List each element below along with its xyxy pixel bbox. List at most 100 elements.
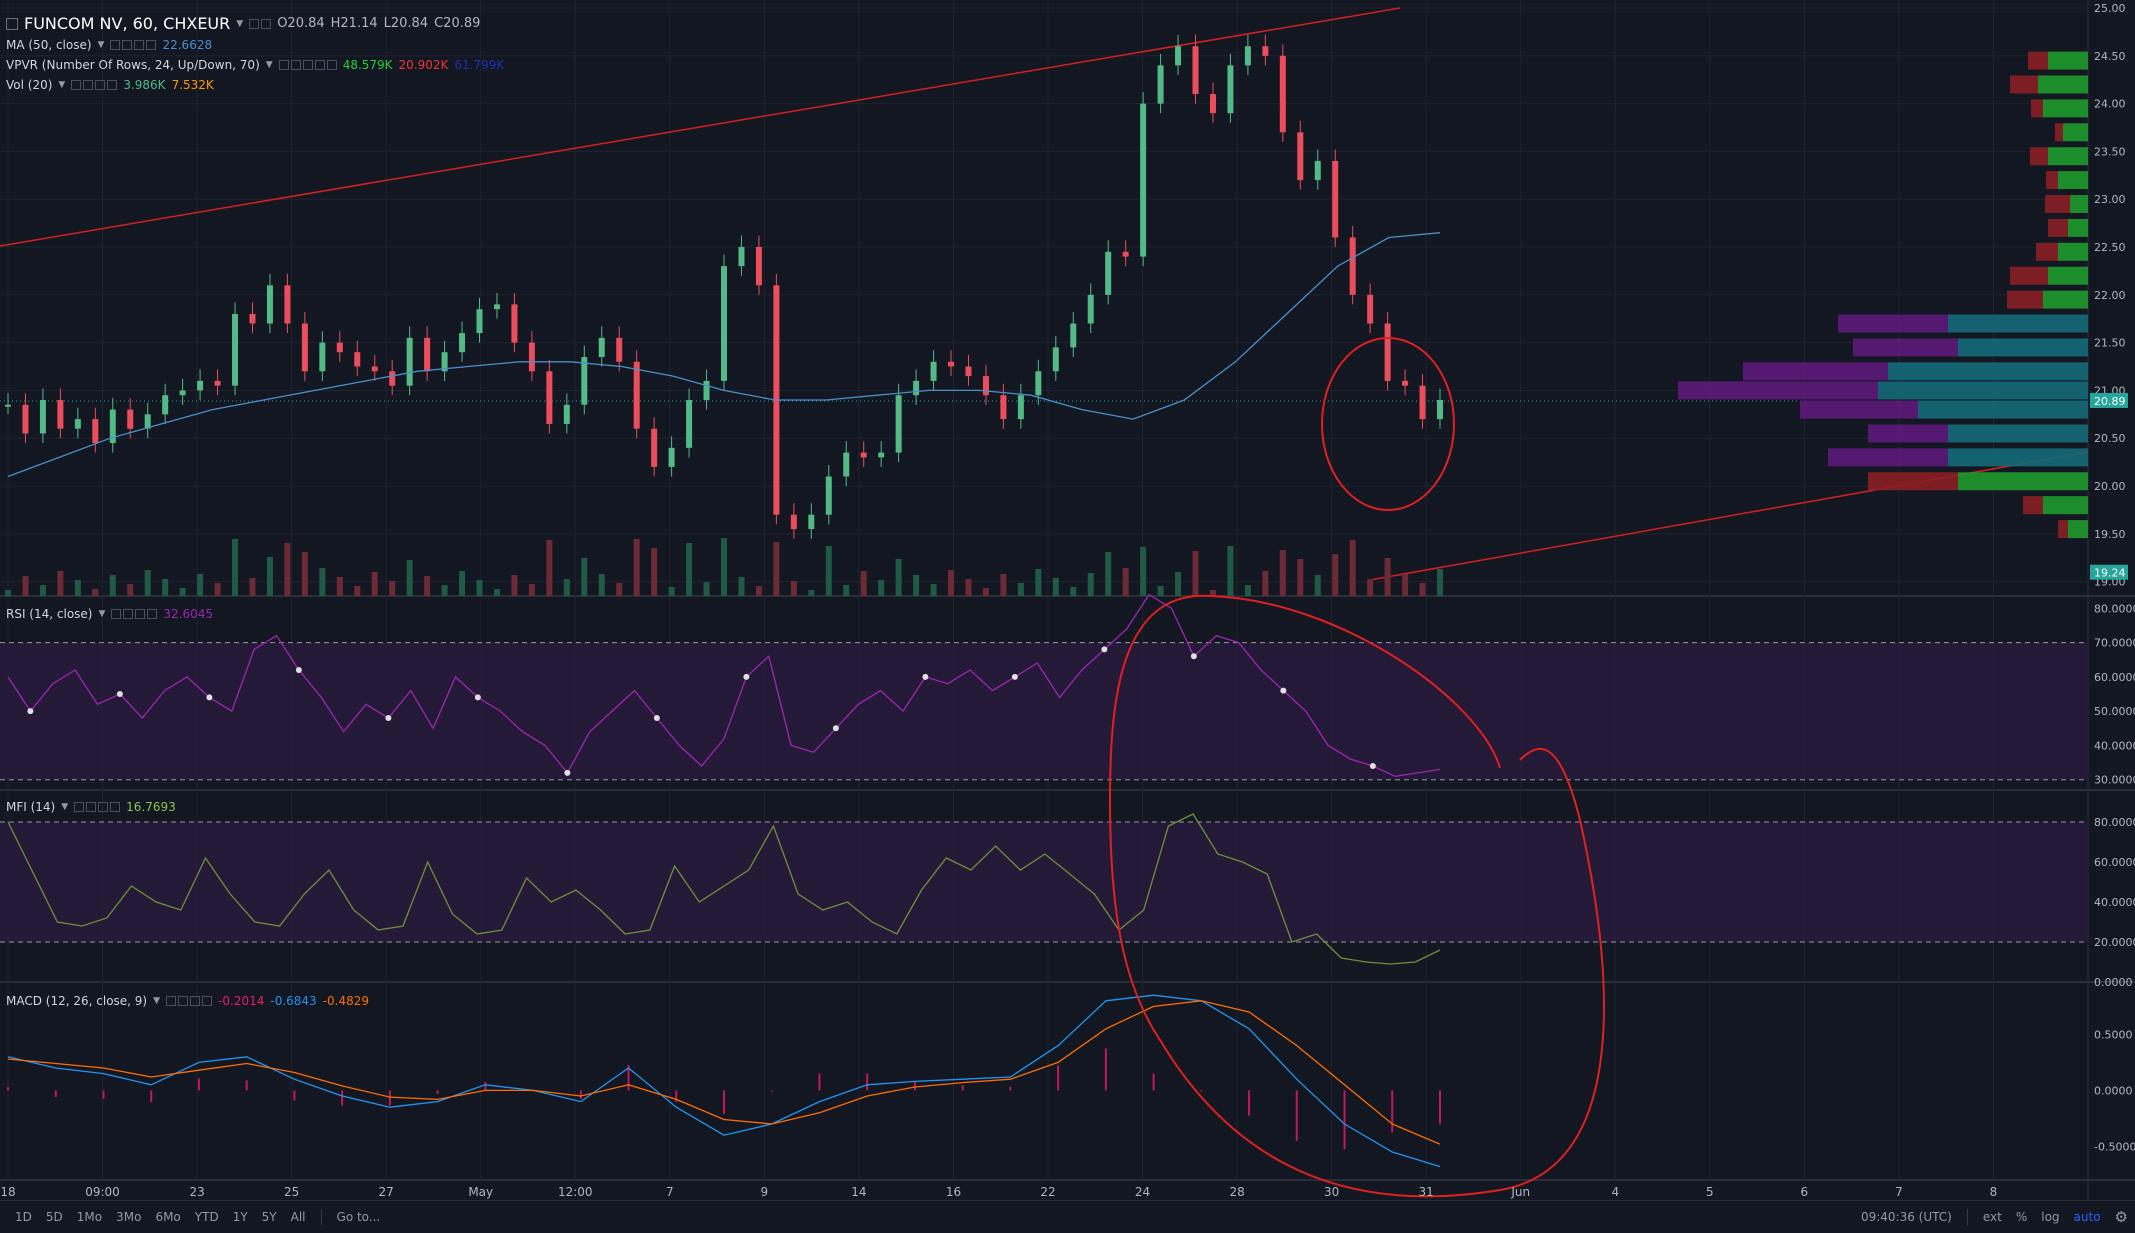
time-tick-label: 27 <box>379 1185 394 1199</box>
price-tick-label: 20.50 <box>2094 432 2126 445</box>
hand-drawn-annotations[interactable] <box>1108 337 1605 1198</box>
rsi-marker <box>1280 687 1287 694</box>
volume-bar <box>860 571 867 596</box>
candle-body <box>354 352 361 367</box>
mfi-legend[interactable]: MFI (14) ▼ 16.7693 <box>6 800 176 814</box>
volume-bar <box>1297 559 1304 596</box>
candle-body <box>319 342 326 372</box>
ma-legend[interactable]: MA (50, close) ▼ 22.6628 <box>6 38 212 52</box>
candle-body <box>266 285 273 324</box>
price-tick-label: 22.50 <box>2094 241 2126 254</box>
candle-body <box>1122 251 1129 257</box>
range-1mo-button[interactable]: 1Mo <box>76 1210 103 1224</box>
indicator-buttons[interactable] <box>71 80 118 90</box>
rsi-tick-label: 30.0000 <box>2094 774 2135 787</box>
vpvr-row-up <box>2043 290 2088 309</box>
range-ytd-button[interactable]: YTD <box>194 1210 219 1224</box>
macd-legend[interactable]: MACD (12, 26, close, 9) ▼ -0.2014 -0.684… <box>6 994 369 1008</box>
signal-line <box>7 1000 1441 1145</box>
chevron-down-icon[interactable]: ▼ <box>265 60 273 70</box>
candle-body <box>616 337 623 362</box>
candle-body <box>92 419 99 444</box>
indicator-buttons[interactable] <box>74 802 121 812</box>
indicator-buttons[interactable] <box>110 40 157 50</box>
volume-bar <box>1070 587 1077 596</box>
log-toggle[interactable]: log <box>2041 1210 2060 1224</box>
macd-histogram-bar <box>675 1090 678 1103</box>
candle-body <box>1244 46 1251 66</box>
percent-toggle[interactable]: % <box>2015 1210 2028 1224</box>
candle-body <box>913 380 920 396</box>
collapse-icon[interactable] <box>6 17 18 30</box>
range-1y-button[interactable]: 1Y <box>232 1210 248 1224</box>
candle-body <box>57 400 64 429</box>
chevron-down-icon[interactable]: ▼ <box>98 609 106 619</box>
rsi-marker <box>1011 673 1018 680</box>
candle-body <box>459 333 466 353</box>
chevron-down-icon[interactable]: ▼ <box>236 18 244 29</box>
chevron-down-icon[interactable]: ▼ <box>153 996 161 1006</box>
macd-histogram-bar <box>723 1090 725 1114</box>
candle-body <box>511 304 518 343</box>
volume-bar <box>808 590 815 596</box>
range-5y-button[interactable]: 5Y <box>261 1210 277 1224</box>
ma-value: 22.6628 <box>162 38 213 52</box>
symbol-header[interactable]: FUNCOM NV, 60, CHXEUR ▼ O20.84 H21.14 L2… <box>6 14 480 33</box>
volume-bar <box>528 584 535 596</box>
indicator-buttons[interactable] <box>166 996 213 1006</box>
chevron-down-icon[interactable]: ▼ <box>97 40 105 50</box>
price-tick-label: 24.50 <box>2094 50 2126 63</box>
volume-bar <box>1000 574 1007 596</box>
range-3mo-button[interactable]: 3Mo <box>116 1210 142 1224</box>
candle-body <box>1314 160 1321 181</box>
mfi-tick-label: 60.0000 <box>2094 856 2135 869</box>
vpvr-row-down <box>2045 195 2070 213</box>
goto-button[interactable]: Go to... <box>336 1210 381 1224</box>
candle-body <box>721 266 727 381</box>
macd-tick-label: 0.5000 <box>2094 1028 2133 1041</box>
price-tag-label: 20.89 <box>2094 395 2126 408</box>
candle-body <box>1209 94 1216 114</box>
vpvr-row-up <box>2048 147 2088 166</box>
range-6mo-button[interactable]: 6Mo <box>155 1210 181 1224</box>
time-tick-label: 09:00 <box>85 1185 120 1199</box>
vpvr-row-up <box>2068 520 2088 539</box>
range-all-button[interactable]: All <box>290 1210 306 1224</box>
grid-lines <box>0 0 2135 1200</box>
mfi-tick-label: 80.0000 <box>2094 816 2135 829</box>
indicator-buttons[interactable] <box>278 60 337 70</box>
macd-histogram-bar <box>866 1073 869 1091</box>
volume-bar <box>790 581 797 596</box>
range-1d-button[interactable]: 1D <box>15 1210 32 1224</box>
volume-bar <box>1122 568 1129 596</box>
indicator-buttons[interactable] <box>111 609 158 619</box>
volume-bar <box>476 580 483 596</box>
symbol-title: FUNCOM NV, 60, CHXEUR <box>24 14 231 33</box>
candle-body <box>493 304 500 310</box>
candle-body <box>1279 55 1286 133</box>
chevron-down-icon[interactable]: ▼ <box>61 802 69 812</box>
vpvr-row-down <box>2048 218 2068 237</box>
chevron-down-icon[interactable]: ▼ <box>58 80 66 90</box>
drawn-trendlines[interactable] <box>0 7 2089 581</box>
gear-icon[interactable]: ⚙ <box>2114 1208 2128 1226</box>
range-5d-button[interactable]: 5D <box>45 1210 63 1224</box>
volume-bar <box>371 572 378 596</box>
price-tick-label: 22.00 <box>2094 289 2126 302</box>
ext-toggle[interactable]: ext <box>1982 1210 2002 1224</box>
vol-legend[interactable]: Vol (20) ▼ 3.986K 7.532K <box>6 78 214 92</box>
volume-bar <box>162 579 169 596</box>
rsi-legend[interactable]: RSI (14, close) ▼ 32.6045 <box>6 607 213 621</box>
vpvr-row-up <box>2058 242 2088 261</box>
macd-histogram-bar <box>484 1082 487 1091</box>
vpvr-legend[interactable]: VPVR (Number Of Rows, 24, Up/Down, 70) ▼… <box>6 58 504 72</box>
clock-time[interactable]: 09:40:36 (UTC) <box>1860 1210 1952 1224</box>
candle-body <box>1000 395 1007 420</box>
series-buttons[interactable] <box>249 18 272 29</box>
candle-body <box>860 452 867 458</box>
macd-histogram-bar <box>197 1078 200 1091</box>
time-tick-label: 30 <box>1324 1185 1339 1199</box>
auto-toggle[interactable]: auto <box>2073 1210 2101 1224</box>
candle-body <box>22 404 29 434</box>
